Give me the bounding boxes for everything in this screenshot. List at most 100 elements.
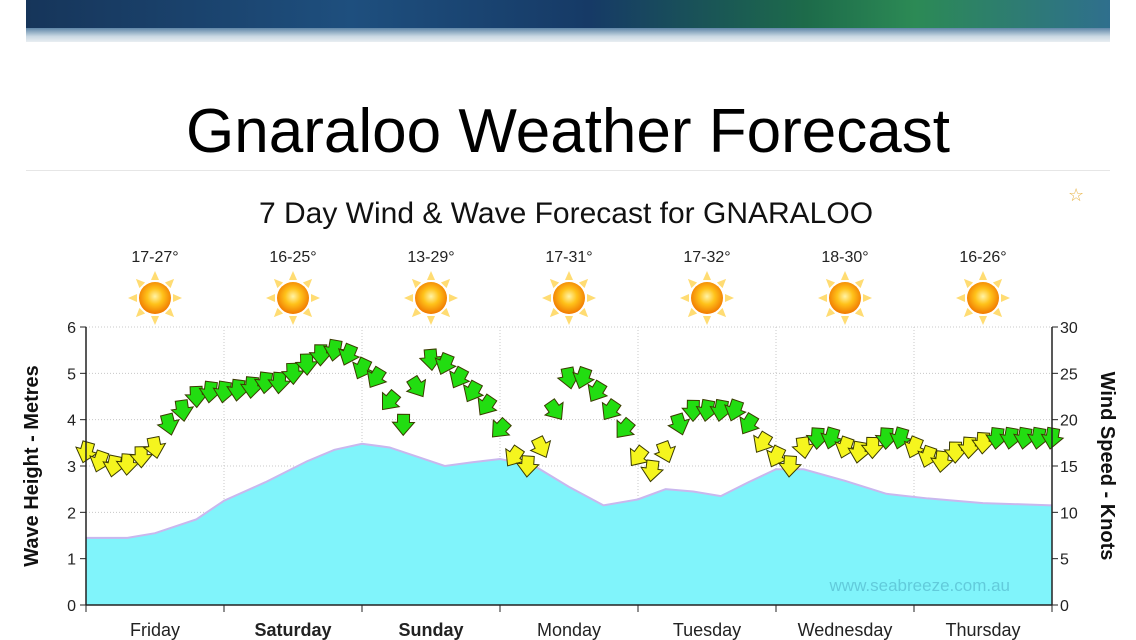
x-day-label: Friday: [130, 620, 180, 640]
wind-arrow: [529, 435, 552, 459]
wind-arrow: [616, 416, 636, 438]
x-day-label: Sunday: [398, 620, 463, 640]
sun-ray: [841, 271, 849, 280]
sun-ray: [549, 307, 560, 318]
sun-icon: [542, 271, 596, 325]
sun-ray: [854, 307, 865, 318]
y-tick-label: 5: [67, 366, 76, 383]
sun-ray: [449, 294, 458, 302]
sun-disc: [415, 282, 447, 314]
sun-ray: [716, 307, 727, 318]
sun-ray: [680, 294, 689, 302]
wind-arrow: [777, 455, 803, 478]
sun-ray: [587, 294, 596, 302]
sun-ray: [992, 278, 1003, 289]
wind-arrow: [820, 426, 844, 450]
y2-tick-label: 20: [1060, 413, 1078, 430]
sun-ray: [164, 278, 175, 289]
sun-icon: [956, 271, 1010, 325]
wind-arrow: [449, 365, 471, 389]
sun-disc: [277, 282, 309, 314]
wind-arrow: [491, 416, 512, 438]
sun-ray: [289, 316, 297, 325]
sun-disc: [829, 282, 861, 314]
y-tick-label: 0: [67, 598, 76, 615]
wind-arrow: [929, 450, 954, 474]
sun-ray: [135, 307, 146, 318]
y-tick-label: 4: [67, 413, 76, 430]
x-day-label: Wednesday: [798, 620, 893, 640]
sun-ray: [273, 278, 284, 289]
wind-arrow: [723, 398, 747, 422]
sun-ray: [164, 307, 175, 318]
wind-arrow: [667, 412, 691, 436]
wind-arrow: [515, 455, 540, 478]
wind-arrow: [601, 398, 622, 421]
wind-wave-chart: 17-27° 16-25° 13-29° 17-31° 17-32° 18-30° 16-2…: [21, 197, 1118, 640]
x-day-label: Saturday: [254, 620, 331, 640]
wind-arrow: [766, 444, 789, 468]
wind-arrow: [587, 379, 609, 402]
y2-tick-label: 10: [1060, 505, 1078, 522]
wind-arrow: [434, 351, 457, 375]
sun-ray: [578, 307, 589, 318]
wind-arrow: [322, 338, 347, 362]
sun-disc: [691, 282, 723, 314]
wind-arrow: [834, 435, 858, 459]
temp-range-label: 18-30°: [821, 249, 868, 266]
y-tick-label: 1: [67, 552, 76, 569]
temp-range-label: 17-27°: [131, 249, 178, 266]
y-tick-label: 2: [67, 505, 76, 522]
sun-ray: [289, 271, 297, 280]
wind-arrow: [753, 430, 774, 453]
sun-ray: [963, 307, 974, 318]
sun-ray: [266, 294, 275, 302]
wind-arrow: [629, 444, 650, 467]
sun-icon: [266, 271, 320, 325]
wind-arrow: [170, 399, 195, 423]
wind-arrow: [405, 374, 427, 398]
sun-ray: [151, 271, 159, 280]
sun-ray: [1001, 294, 1010, 302]
sun-ray: [302, 307, 313, 318]
wind-arrow: [337, 342, 361, 366]
sun-ray: [979, 271, 987, 280]
sun-ray: [703, 271, 711, 280]
wind-arrow: [505, 444, 526, 467]
sun-ray: [841, 316, 849, 325]
sun-ray: [687, 278, 698, 289]
sun-ray: [818, 294, 827, 302]
wind-arrow: [791, 436, 816, 460]
sun-ray: [549, 278, 560, 289]
sun-ray: [542, 294, 551, 302]
y-tick-label: 3: [67, 459, 76, 476]
sun-ray: [825, 307, 836, 318]
chart-title: 7 Day Wind & Wave Forecast for GNARALOO: [259, 197, 873, 230]
star-outline-icon[interactable]: ☆: [1068, 185, 1085, 206]
sun-ray: [128, 294, 137, 302]
temp-range-label: 16-25°: [269, 249, 316, 266]
wind-arrow: [543, 398, 564, 421]
sun-ray: [302, 278, 313, 289]
wind-arrow: [917, 444, 941, 468]
wind-arrow: [462, 379, 485, 403]
temp-range-label: 17-31°: [545, 249, 592, 266]
y2-tick-label: 30: [1060, 320, 1078, 337]
y2-axis-title: Wind Speed - Knots: [1096, 372, 1118, 561]
sun-icon: [128, 271, 182, 325]
sun-ray: [565, 316, 573, 325]
wave-height-area: [86, 443, 1052, 605]
x-day-label: Thursday: [945, 620, 1020, 640]
hero-banner-photo: [26, 0, 1110, 42]
sun-disc: [553, 282, 585, 314]
y2-tick-label: 0: [1060, 598, 1069, 615]
sun-ray: [173, 294, 182, 302]
wind-arrow: [653, 440, 677, 464]
sun-ray: [716, 278, 727, 289]
y2-tick-label: 5: [1060, 552, 1069, 569]
wind-arrow: [129, 446, 154, 469]
wind-arrow: [142, 435, 167, 460]
wind-arrow: [89, 449, 113, 473]
y2-tick-label: 15: [1060, 459, 1078, 476]
sun-ray: [725, 294, 734, 302]
